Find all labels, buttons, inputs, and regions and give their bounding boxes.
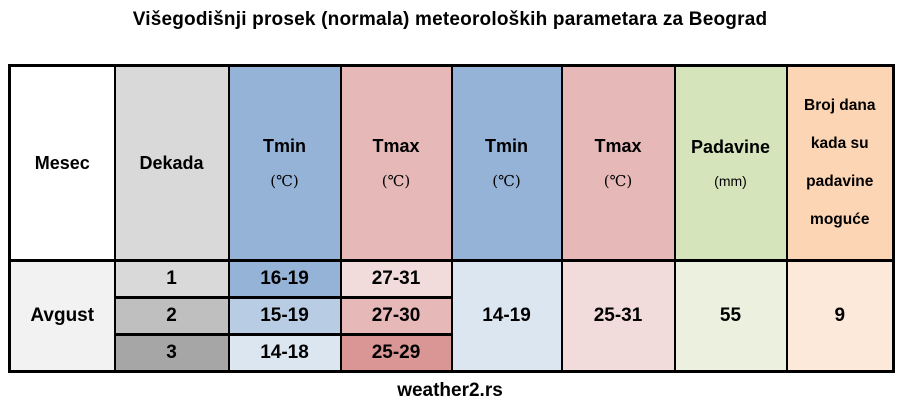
cell-month: Avgust	[8, 259, 116, 373]
table-row-decade-2: 2 15-19 27-30	[10, 296, 894, 336]
header-broj-dana: Broj dana kada su padavine moguće	[785, 64, 895, 262]
header-tmax-month-unit: (℃)	[603, 172, 633, 190]
header-tmin-decade-unit: (℃)	[270, 172, 299, 190]
cell-broj-dana-monthly: 9	[785, 259, 895, 373]
header-tmax-month: Tmax (℃)	[560, 64, 676, 262]
header-tmax-decade: Tmax (℃)	[339, 64, 453, 262]
header-padavine: Padavine (mm)	[673, 64, 788, 262]
cell-dekada-1: 1	[113, 259, 230, 299]
header-padavine-unit: (mm)	[714, 173, 747, 189]
header-mesec: Mesec	[8, 64, 116, 262]
cell-padavine-monthly: 55	[673, 259, 788, 373]
cell-tmin-dekada-3: 14-18	[227, 333, 342, 373]
cell-tmin-dekada-1: 16-19	[227, 259, 342, 299]
header-padavine-label: Padavine	[690, 137, 771, 157]
table-row-decade-3: 3 14-18 25-29	[10, 333, 894, 373]
header-tmin-month: Tmin (℃)	[450, 64, 563, 262]
cell-tmin-monthly: 14-19	[450, 259, 563, 373]
header-broj-dana-label: Broj dana kada su padavine moguće	[804, 97, 876, 228]
header-mesec-label: Mesec	[34, 152, 90, 173]
cell-tmax-dekada-3: 25-29	[339, 333, 453, 373]
table-header-row: Mesec Dekada Tmin (℃) Tmax (℃) Tmin (℃) …	[8, 64, 895, 262]
cell-tmax-dekada-1: 27-31	[339, 259, 453, 299]
header-tmax-month-label: Tmax	[594, 136, 642, 156]
header-tmin-month-label: Tmin	[485, 136, 528, 156]
cell-tmax-monthly: 25-31	[560, 259, 676, 373]
cell-tmax-dekada-2: 27-30	[339, 296, 453, 336]
header-tmin-decade: Tmin (℃)	[227, 64, 342, 262]
header-tmax-decade-unit: (℃)	[381, 172, 411, 190]
header-dekada-label: Dekada	[139, 152, 204, 173]
header-tmin-month-unit: (℃)	[492, 172, 521, 190]
header-tmax-decade-label: Tmax	[372, 136, 420, 156]
cell-dekada-2: 2	[113, 296, 230, 336]
site-watermark: weather2.rs	[397, 380, 503, 401]
weather-normals-table: Mesec Dekada Tmin (℃) Tmax (℃) Tmin (℃) …	[8, 64, 895, 373]
header-dekada: Dekada	[113, 64, 230, 262]
page-title: Višegodišnji prosek (normala) meteorološ…	[132, 9, 768, 30]
table-row-decade-1: Avgust 1 16-19 27-31 14-19 25-31 55 9	[8, 259, 895, 373]
cell-dekada-3: 3	[113, 333, 230, 373]
cell-tmin-dekada-2: 15-19	[227, 296, 342, 336]
header-tmin-decade-label: Tmin	[263, 136, 306, 156]
